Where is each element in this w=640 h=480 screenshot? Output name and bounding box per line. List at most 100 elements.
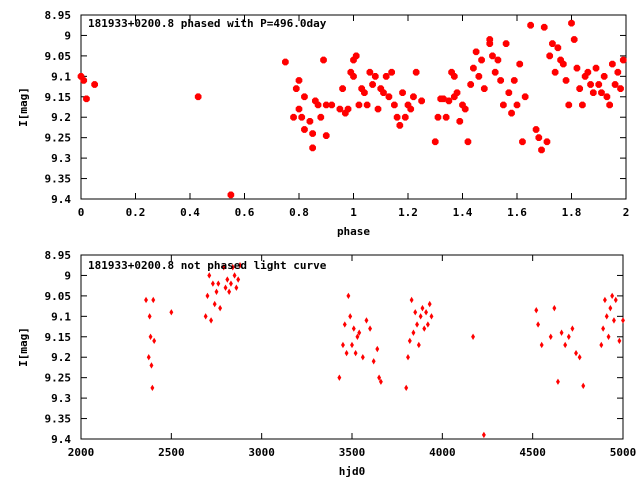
data-point [344, 349, 349, 357]
data-point [470, 64, 477, 72]
data-point [612, 317, 616, 324]
data-point [494, 56, 502, 64]
data-point [309, 144, 316, 152]
x-tick-label: 4500 [519, 446, 546, 459]
data-point [424, 309, 429, 316]
x-axis-label: phase [337, 225, 370, 238]
x-axis-label: hjd0 [339, 465, 366, 478]
data-point [337, 374, 342, 381]
data-point [210, 280, 215, 287]
data-point [355, 333, 360, 340]
data-point [592, 64, 600, 72]
data-point [619, 56, 627, 64]
data-point [478, 56, 485, 64]
y-tick-label: 9.25 [45, 372, 72, 385]
data-point [306, 117, 314, 125]
data-point [415, 321, 419, 328]
data-point [409, 296, 414, 304]
data-point [610, 292, 615, 300]
data-point [282, 58, 289, 66]
data-point [427, 300, 432, 308]
x-tick-label: 4000 [429, 446, 456, 459]
x-tick-label: 2000 [68, 446, 95, 459]
data-point [80, 77, 88, 84]
data-point [151, 296, 156, 304]
data-point [322, 132, 330, 139]
data-point [375, 345, 380, 353]
data-point [342, 321, 347, 328]
chart-title: 181933+0200.8 not phased light curve [88, 259, 327, 272]
data-point [532, 126, 540, 133]
data-point [556, 378, 560, 385]
data-point [481, 431, 486, 439]
data-point [552, 304, 557, 312]
data-point [587, 81, 594, 88]
data-point [348, 313, 353, 320]
data-point [361, 89, 368, 97]
data-point [396, 122, 404, 129]
data-point [609, 60, 616, 68]
data-point [573, 64, 581, 72]
data-point [546, 52, 554, 60]
data-point [149, 362, 154, 369]
data-point [234, 284, 239, 291]
data-point [412, 68, 420, 76]
x-tick-label: 0.4 [180, 206, 200, 219]
data-point [152, 337, 157, 345]
data-point [371, 358, 376, 365]
data-point [388, 68, 396, 76]
y-tick-label: 9 [64, 269, 71, 282]
data-point [570, 36, 578, 43]
data-point [584, 68, 592, 76]
data-point [595, 81, 603, 88]
data-point [418, 97, 425, 105]
data-point [351, 325, 356, 332]
data-point [212, 300, 217, 308]
data-point [363, 101, 371, 109]
data-point [352, 52, 360, 60]
data-point [472, 48, 480, 56]
data-point [563, 341, 568, 349]
data-point [91, 81, 98, 88]
y-tick-label: 9.35 [45, 413, 72, 426]
x-tick-label: 5000 [610, 446, 637, 459]
data-point [322, 101, 330, 109]
x-tick-label: 0 [78, 206, 85, 219]
data-point [393, 113, 401, 121]
y-tick-label: 9.1 [51, 310, 71, 323]
data-point [510, 77, 518, 84]
data-point [606, 333, 611, 340]
data-point [295, 77, 303, 84]
data-point [353, 349, 358, 357]
data-point [368, 325, 373, 332]
data-point [344, 105, 352, 113]
data-point [336, 105, 344, 113]
data-point [420, 304, 425, 312]
data-point [413, 309, 418, 316]
y-tick-label: 9.15 [45, 331, 72, 344]
data-point [536, 321, 541, 328]
data-point [598, 89, 605, 97]
data-point [613, 296, 618, 304]
data-point [407, 337, 412, 345]
data-point [380, 89, 387, 97]
data-point [540, 23, 548, 31]
data-point [225, 276, 230, 283]
data-point [209, 317, 214, 324]
data-point [301, 93, 308, 101]
data-point [146, 354, 151, 361]
data-point [350, 72, 357, 80]
data-point [366, 68, 374, 76]
x-tick-label: 2500 [158, 446, 185, 459]
data-point [216, 280, 221, 287]
data-point [500, 101, 507, 109]
data-point [317, 113, 325, 121]
data-point [602, 296, 607, 304]
data-point [576, 85, 584, 92]
data-point [229, 280, 233, 287]
data-point [227, 288, 232, 295]
x-tick-label: 1.2 [398, 206, 418, 219]
data-point [442, 113, 450, 121]
data-point [371, 72, 379, 80]
